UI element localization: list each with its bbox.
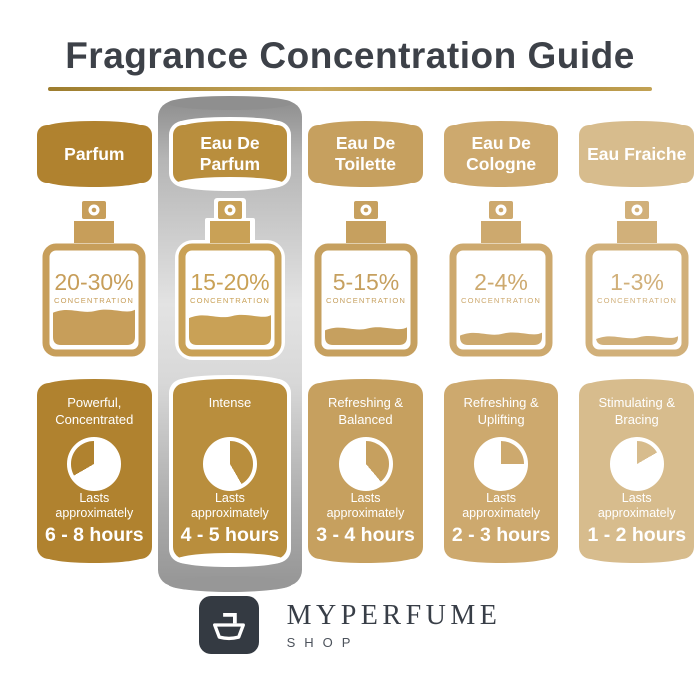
fragrance-type-label: Eau De Parfum (199, 133, 261, 175)
bottle-cap (345, 221, 386, 244)
duration-card: Refreshing & Balanced Lasts approximatel… (308, 379, 423, 564)
page-title: Fragrance Concentration Guide (65, 35, 635, 76)
fragrance-column: Eau De Cologne 2-4% CONCENTRATI (440, 121, 563, 564)
duration-card: Powerful, Concentrated Lasts approximate… (37, 379, 152, 564)
perfume-bottle: 15-20% CONCENTRATION (172, 197, 288, 361)
perfume-bottle: 2-4% CONCENTRATION (443, 197, 559, 361)
concentration-percent: 20-30% (55, 269, 134, 295)
card-frame: Refreshing & Balanced Lasts approximatel… (304, 379, 427, 564)
fragrance-column: Eau De Toilette 5-15% CONCENTRA (304, 121, 427, 564)
bottle-body (585, 243, 689, 357)
perfume-bottle: 1-3% CONCENTRATION (579, 197, 695, 361)
liquid-fill (53, 310, 136, 346)
badge-frame: Eau De Toilette (304, 121, 427, 188)
brand-subtitle: SHOP (286, 634, 360, 650)
perfume-bottle-icon: 15-20% CONCENTRATION (174, 198, 285, 361)
clock-pie-icon (67, 437, 122, 491)
duration-hours: 1 - 2 hours (587, 524, 687, 547)
footer-logo: MYPERFUME SHOP (0, 596, 700, 655)
fragrance-type-label: Eau De Toilette (335, 133, 396, 175)
duration-hours: 2 - 3 hours (451, 524, 551, 547)
bottle-cap (209, 221, 250, 244)
fragrance-column: Parfum 20-30% CONCENTRATION (33, 121, 156, 564)
perfume-bottle: 5-15% CONCENTRATION (308, 197, 424, 361)
concentration-percent: 5-15% (332, 269, 398, 295)
concentration-label: CONCENTRATION (461, 296, 541, 305)
column-header-badge: Eau De Parfum (172, 121, 288, 188)
nozzle-dot (498, 208, 504, 213)
duration-card: Stimulating & Bracing Lasts approximatel… (579, 379, 695, 564)
liquid-fill (324, 327, 407, 346)
duration-card: Refreshing & Uplifting Lasts approximate… (443, 379, 559, 564)
nozzle-dot (91, 208, 97, 213)
lasts-label: Lasts approximately (326, 490, 405, 521)
perfume-bottle-icon: 20-30% CONCENTRATION (42, 201, 146, 357)
lasts-label: Lasts approximately (597, 490, 676, 521)
bottle-body (314, 243, 418, 357)
columns-grid: Parfum 20-30% CONCENTRATION (0, 96, 700, 593)
lasts-label: Lasts approximately (190, 490, 269, 521)
clock-pie-icon (474, 437, 529, 491)
bottle-cap (74, 221, 115, 244)
column-header-badge: Parfum (37, 121, 152, 188)
perfume-bottle-icon: 1-3% CONCENTRATION (585, 201, 689, 357)
card-frame: Stimulating & Bracing Lasts approximatel… (575, 379, 698, 564)
column-header-badge: Eau Fraiche (579, 121, 695, 188)
concentration-label: CONCENTRATION (597, 296, 677, 305)
liquid-fill (188, 315, 271, 346)
nozzle-dot (227, 208, 233, 213)
concentration-percent: 2-4% (474, 269, 528, 295)
duration-hours: 3 - 4 hours (316, 524, 415, 547)
clock-pie-icon (338, 437, 393, 491)
character-description: Stimulating & Bracing (598, 395, 676, 428)
concentration-percent: 15-20% (190, 269, 269, 295)
liquid-fill (460, 332, 543, 346)
clock-pie-icon (609, 437, 664, 491)
fragrance-column: Eau De Parfum 15-20% CONCENTRAT (157, 96, 303, 593)
bottle-cap (481, 221, 522, 244)
badge-frame: Eau Fraiche (575, 121, 698, 188)
duration-hours: 6 - 8 hours (45, 524, 144, 547)
character-description: Intense (208, 395, 252, 411)
duration-card: Intense Lasts approximately 4 - 5 hours (172, 379, 288, 564)
badge-frame: Parfum (33, 121, 156, 188)
liquid-fill (595, 336, 678, 346)
nozzle-dot (634, 208, 640, 213)
character-description: Refreshing & Uplifting (463, 395, 539, 428)
character-description: Refreshing & Balanced (327, 395, 404, 428)
lasts-label: Lasts approximately (55, 490, 134, 521)
column-header-badge: Eau De Cologne (443, 121, 559, 188)
concentration-label: CONCENTRATION (54, 296, 134, 305)
concentration-label: CONCENTRATION (326, 296, 406, 305)
title-underline (48, 87, 652, 92)
badge-frame: Eau De Parfum (168, 117, 292, 192)
concentration-percent: 1-3% (610, 269, 664, 295)
fragrance-column: Eau Fraiche 1-3% CONCENTRATION (575, 121, 698, 564)
card-frame: Intense Lasts approximately 4 - 5 hours (168, 375, 292, 568)
card-frame: Refreshing & Uplifting Lasts approximate… (440, 379, 563, 564)
clock-pie-icon (202, 437, 257, 491)
duration-hours: 4 - 5 hours (180, 524, 280, 547)
fragrance-type-label: Eau De Cologne (466, 133, 537, 175)
bottle-cap (616, 221, 657, 244)
perfume-bottle-icon: 5-15% CONCENTRATION (314, 201, 418, 357)
fragrance-type-label: Parfum (64, 143, 125, 164)
concentration-label: CONCENTRATION (190, 296, 270, 305)
character-description: Powerful, Concentrated (55, 395, 134, 428)
perfume-bottle-icon: 2-4% CONCENTRATION (449, 201, 553, 357)
lasts-label: Lasts approximately (462, 490, 541, 521)
brand-logo-icon (198, 596, 259, 655)
badge-frame: Eau De Cologne (440, 121, 563, 188)
nozzle-dot (363, 208, 368, 213)
brand-name: MYPERFUME (286, 599, 502, 631)
perfume-bottle: 20-30% CONCENTRATION (36, 197, 152, 361)
column-header-badge: Eau De Toilette (308, 121, 423, 188)
header: Fragrance Concentration Guide (0, 0, 700, 92)
perfume-basket-icon (212, 613, 245, 641)
card-frame: Powerful, Concentrated Lasts approximate… (33, 379, 156, 564)
brand-text-block: MYPERFUME SHOP (286, 599, 502, 650)
bottle-body (449, 243, 553, 357)
fragrance-type-label: Eau Fraiche (587, 143, 687, 164)
